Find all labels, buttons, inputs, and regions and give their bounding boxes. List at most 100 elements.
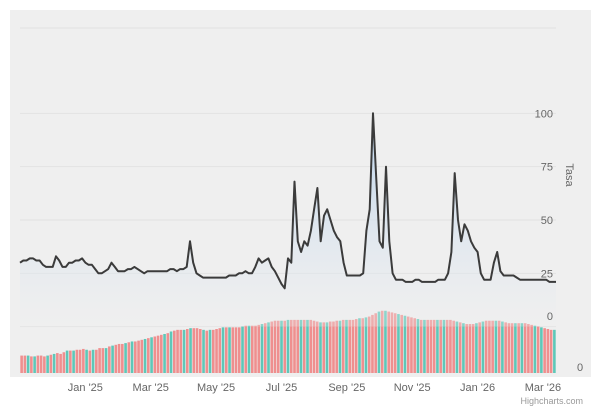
volume-bar — [416, 319, 420, 373]
volume-bar — [517, 323, 520, 373]
volume-bar — [426, 319, 429, 373]
volume-bar — [36, 355, 40, 373]
volume-bar — [325, 322, 329, 373]
volume-bar — [358, 318, 361, 373]
volume-bar — [471, 324, 475, 373]
volume-bar — [488, 320, 491, 373]
volume-bar — [117, 343, 121, 373]
volume-bar — [520, 323, 524, 373]
x-axis-ticks: Jan '25 Mar '25 May '25 Jul '25 Sep '25 Nov '… — [68, 382, 561, 394]
volume-bar — [384, 310, 387, 373]
volume-bar — [449, 319, 452, 373]
volume-bar — [354, 319, 358, 373]
volume-bar — [540, 327, 543, 373]
volume-bar — [546, 329, 550, 373]
volume-bar — [406, 316, 410, 373]
volume-bar — [390, 312, 394, 373]
volume-bar — [114, 344, 118, 373]
volume-bar — [504, 322, 507, 373]
volume-bar — [345, 319, 348, 373]
volume-bar — [462, 323, 465, 373]
volume-bar — [419, 319, 423, 373]
volume-bar — [289, 319, 293, 373]
volume-bar — [533, 325, 537, 373]
volume-bar — [553, 329, 556, 373]
volume-bar — [250, 325, 254, 373]
volume-bar — [95, 349, 98, 373]
x-tick-label: May '25 — [197, 382, 235, 394]
y-tick-label: 25 — [541, 268, 553, 280]
y-axis-ticks: 25 50 75 100 0 — [535, 108, 553, 323]
volume-bar — [241, 326, 244, 373]
volume-bar — [439, 319, 442, 373]
volume-bar — [371, 314, 374, 373]
volume-bar — [108, 346, 111, 373]
volume-bar — [432, 319, 436, 373]
volume-bar — [202, 329, 205, 373]
volume-bar — [273, 320, 277, 373]
volume-bar — [393, 313, 397, 373]
volume-bar — [283, 320, 287, 373]
volume-bar — [527, 324, 530, 373]
volume-bar — [221, 327, 225, 373]
volume-bar — [82, 348, 85, 373]
volume-bar — [224, 327, 228, 373]
x-tick-label: Sep '25 — [328, 382, 365, 394]
volume-bar — [134, 341, 137, 373]
volume-bar — [111, 345, 114, 373]
volume-bar — [234, 327, 238, 373]
volume-bar — [377, 311, 381, 373]
volume-bar — [338, 320, 342, 373]
volume-bar — [322, 322, 326, 373]
volume-bar — [56, 353, 59, 373]
volume-bar — [65, 350, 69, 373]
volume-bar — [192, 328, 196, 373]
volume-bar — [49, 354, 53, 373]
volume-bar — [69, 350, 72, 373]
credits-link[interactable]: Highcharts.com — [520, 396, 583, 406]
volume-bar — [43, 356, 46, 373]
volume-bar — [387, 311, 391, 373]
volume-bar — [458, 322, 462, 373]
volume-bar — [319, 322, 322, 373]
volume-bar — [436, 319, 439, 373]
volume-bar — [39, 355, 43, 373]
volume-bar — [231, 327, 235, 373]
volume-bar — [309, 319, 313, 373]
volume-bar — [75, 349, 79, 373]
volume-bar — [302, 319, 306, 373]
volume-bar — [315, 321, 319, 373]
volume-bars — [20, 310, 556, 373]
volume-bar — [104, 348, 108, 373]
volume-bar — [351, 319, 355, 373]
volume-bar — [72, 350, 75, 373]
volume-bar — [452, 320, 455, 373]
volume-bar — [23, 355, 27, 373]
volume-bar — [400, 314, 403, 373]
volume-bar — [130, 341, 134, 373]
volume-bar — [475, 323, 478, 373]
volume-bar — [179, 329, 183, 373]
volume-bar — [491, 320, 494, 373]
volume-bar — [332, 321, 335, 373]
volume-bar — [176, 329, 179, 373]
volume-bar — [254, 325, 257, 373]
x-tick-label: Jul '25 — [266, 382, 297, 394]
volume-bar — [208, 329, 212, 373]
volume-bar — [218, 328, 222, 373]
volume-bar — [429, 319, 433, 373]
volume-bar — [478, 322, 481, 373]
volume-bar — [198, 329, 202, 373]
volume-bar — [140, 339, 144, 373]
volume-bar — [276, 320, 280, 373]
volume-bar — [403, 315, 407, 373]
volume-bar — [121, 343, 124, 373]
volume-bar — [160, 334, 163, 373]
volume-bar — [514, 323, 517, 373]
volume-bar — [445, 319, 449, 373]
volume-bar — [228, 327, 231, 373]
y-axis-title: Tasa — [563, 163, 575, 187]
volume-bar — [397, 314, 400, 373]
volume-axis-zero-label: 0 — [577, 362, 583, 374]
